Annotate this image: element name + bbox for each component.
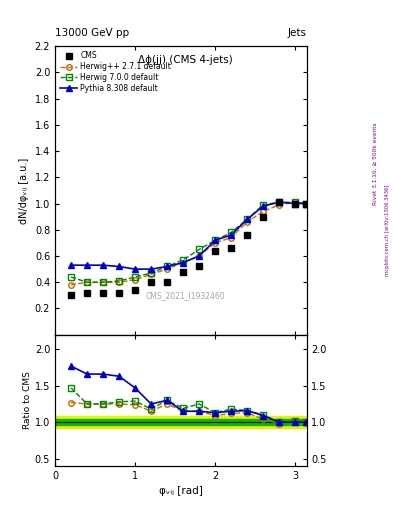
Herwig 7.0.0 default bbox=[277, 199, 281, 205]
Herwig++ 2.7.1 default bbox=[197, 253, 202, 259]
Y-axis label: Ratio to CMS: Ratio to CMS bbox=[23, 371, 32, 429]
CMS bbox=[133, 287, 138, 293]
Herwig 7.0.0 default bbox=[261, 202, 266, 208]
Pythia 8.308 default bbox=[277, 199, 281, 205]
CMS bbox=[261, 214, 266, 220]
Text: Jets: Jets bbox=[288, 28, 307, 38]
CMS bbox=[229, 245, 233, 251]
Herwig 7.0.0 default bbox=[101, 279, 105, 285]
Herwig++ 2.7.1 default bbox=[165, 266, 169, 272]
Pythia 8.308 default bbox=[261, 203, 266, 209]
Herwig 7.0.0 default bbox=[213, 237, 217, 243]
Herwig 7.0.0 default bbox=[165, 263, 169, 269]
CMS bbox=[245, 232, 250, 238]
Pythia 8.308 default bbox=[149, 266, 153, 272]
Text: CMS_2021_I1932460: CMS_2021_I1932460 bbox=[146, 291, 226, 300]
CMS bbox=[304, 200, 309, 206]
Pythia 8.308 default bbox=[69, 262, 73, 268]
Line: CMS: CMS bbox=[68, 200, 309, 298]
CMS bbox=[101, 290, 105, 296]
Herwig++ 2.7.1 default bbox=[245, 219, 250, 225]
Herwig++ 2.7.1 default bbox=[101, 279, 105, 285]
Herwig++ 2.7.1 default bbox=[69, 282, 73, 288]
Line: Pythia 8.308 default: Pythia 8.308 default bbox=[68, 200, 309, 272]
CMS bbox=[149, 279, 153, 285]
CMS bbox=[213, 248, 217, 254]
Pythia 8.308 default bbox=[293, 200, 298, 206]
CMS bbox=[117, 290, 121, 296]
Pythia 8.308 default bbox=[304, 200, 309, 206]
Text: Rivet 3.1.10, ≥ 500k events: Rivet 3.1.10, ≥ 500k events bbox=[373, 122, 378, 205]
CMS bbox=[165, 279, 169, 285]
Pythia 8.308 default bbox=[229, 232, 233, 238]
Herwig 7.0.0 default bbox=[149, 270, 153, 276]
Pythia 8.308 default bbox=[197, 253, 202, 259]
Herwig++ 2.7.1 default bbox=[229, 234, 233, 241]
Herwig 7.0.0 default bbox=[197, 246, 202, 252]
X-axis label: φᵥᵢⱼ [rad]: φᵥᵢⱼ [rad] bbox=[159, 486, 203, 496]
CMS bbox=[277, 199, 281, 205]
Herwig++ 2.7.1 default bbox=[293, 199, 298, 205]
Pythia 8.308 default bbox=[165, 263, 169, 269]
Herwig 7.0.0 default bbox=[245, 216, 250, 222]
CMS bbox=[293, 200, 298, 206]
Herwig++ 2.7.1 default bbox=[181, 260, 185, 266]
Line: Herwig++ 2.7.1 default: Herwig++ 2.7.1 default bbox=[68, 200, 309, 288]
Herwig++ 2.7.1 default bbox=[84, 279, 89, 285]
Herwig++ 2.7.1 default bbox=[304, 200, 309, 206]
Herwig 7.0.0 default bbox=[84, 279, 89, 285]
Herwig 7.0.0 default bbox=[304, 200, 309, 206]
Line: Herwig 7.0.0 default: Herwig 7.0.0 default bbox=[68, 200, 309, 285]
Herwig 7.0.0 default bbox=[229, 229, 233, 236]
Herwig 7.0.0 default bbox=[133, 274, 138, 280]
Legend: CMS, Herwig++ 2.7.1 default, Herwig 7.0.0 default, Pythia 8.308 default: CMS, Herwig++ 2.7.1 default, Herwig 7.0.… bbox=[59, 50, 173, 95]
Y-axis label: dN/dφᵥᵢⱼ [a.u.]: dN/dφᵥᵢⱼ [a.u.] bbox=[19, 157, 29, 224]
Pythia 8.308 default bbox=[133, 266, 138, 272]
Text: 13000 GeV pp: 13000 GeV pp bbox=[55, 28, 129, 38]
Text: mcplots.cern.ch [arXiv:1306.3436]: mcplots.cern.ch [arXiv:1306.3436] bbox=[385, 185, 389, 276]
Herwig++ 2.7.1 default bbox=[117, 279, 121, 285]
Herwig 7.0.0 default bbox=[117, 278, 121, 284]
CMS bbox=[181, 269, 185, 275]
Pythia 8.308 default bbox=[181, 260, 185, 266]
Text: Δϕ(jj) (CMS 4-jets): Δϕ(jj) (CMS 4-jets) bbox=[138, 55, 233, 65]
Pythia 8.308 default bbox=[245, 216, 250, 222]
CMS bbox=[69, 292, 73, 298]
Pythia 8.308 default bbox=[117, 263, 121, 269]
Pythia 8.308 default bbox=[84, 262, 89, 268]
Herwig++ 2.7.1 default bbox=[149, 271, 153, 278]
CMS bbox=[84, 290, 89, 296]
Herwig++ 2.7.1 default bbox=[261, 208, 266, 215]
Herwig++ 2.7.1 default bbox=[133, 276, 138, 283]
Herwig 7.0.0 default bbox=[181, 257, 185, 263]
Herwig 7.0.0 default bbox=[293, 199, 298, 205]
Herwig++ 2.7.1 default bbox=[213, 240, 217, 246]
Pythia 8.308 default bbox=[213, 237, 217, 243]
Herwig 7.0.0 default bbox=[69, 274, 73, 280]
Herwig++ 2.7.1 default bbox=[277, 202, 281, 208]
Pythia 8.308 default bbox=[101, 262, 105, 268]
CMS bbox=[197, 263, 202, 269]
